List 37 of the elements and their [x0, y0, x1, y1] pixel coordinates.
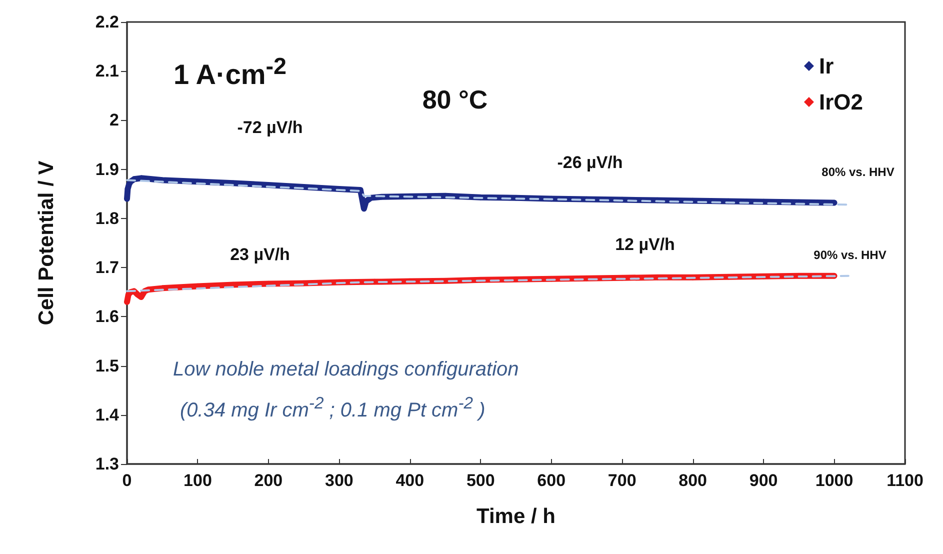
y-tick-label: 1.4 — [95, 405, 120, 424]
y-tick-label: 1.8 — [95, 208, 119, 228]
annotation: 80% vs. HHV — [822, 165, 894, 179]
x-tick-label: 200 — [254, 471, 283, 490]
x-tick-label: 500 — [466, 471, 495, 490]
y-tick-label: 1.9 — [95, 160, 119, 179]
y-tick-label: 1.5 — [95, 356, 119, 376]
annotation: Low noble metal loadings configuration — [173, 358, 519, 382]
annotation: (0.34 mg Ir cm$^{-2}$ ; 0.1 mg Pt cm$^{-2}$ ) — [180, 394, 486, 422]
legend-label: IrO2 — [818, 90, 864, 114]
y-tick-label: 2 — [110, 110, 119, 130]
y-tick-label: 2.1 — [95, 62, 119, 81]
x-tick-label: 300 — [324, 471, 354, 490]
annotation: 12 µV/h — [615, 235, 675, 255]
y-tick-label: 2.2 — [95, 12, 119, 32]
x-tick-label: 700 — [608, 471, 636, 490]
y-tick-label: 1.7 — [95, 258, 119, 278]
y-axis-title: Cell Potential / V — [35, 160, 58, 326]
x-tick-label: 100 — [184, 471, 212, 490]
annotation: 1 A·cm$^{-2}$ — [173, 52, 287, 92]
line-series — [126, 179, 850, 206]
x-tick-label: 600 — [537, 471, 566, 490]
annotation: 80 °C — [422, 84, 488, 116]
x-tick-label: 0 — [122, 471, 132, 490]
x-tick-label: 900 — [749, 471, 778, 490]
x-tick-label: 400 — [396, 471, 424, 490]
annotation: 90% vs. HHV — [814, 248, 886, 262]
annotation: 23 µV/h — [230, 245, 290, 265]
y-tick-label: 1.6 — [95, 307, 119, 326]
x-tick-label: 1000 — [815, 471, 854, 490]
x-tick-label: 800 — [678, 471, 708, 490]
x-axis-title: Time / h — [476, 505, 556, 528]
x-tick-label: 1100 — [886, 471, 924, 490]
annotation: -72 µV/h — [237, 118, 303, 138]
y-tick-label: 1.3 — [95, 454, 119, 474]
annotation: -26 µV/h — [557, 153, 623, 173]
legend-label: Ir — [818, 54, 834, 78]
